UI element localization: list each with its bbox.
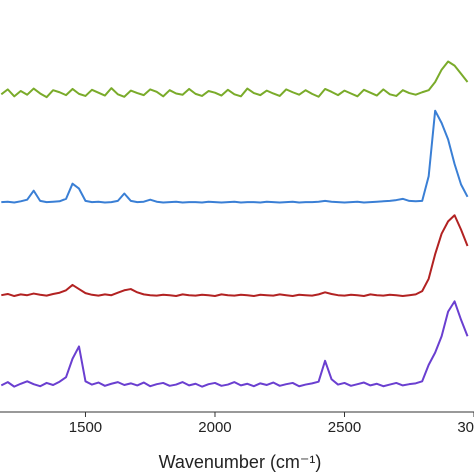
spectrum-line (1, 214, 469, 298)
x-tick-label: 3000 (457, 419, 474, 436)
x-axis-label: Wavenumber (cm⁻¹) (159, 452, 322, 472)
x-tick-label: 2500 (328, 419, 361, 436)
spectrum-line (0, 300, 469, 388)
x-tick-label: 2000 (198, 419, 231, 436)
spectrum-line (0, 60, 469, 99)
spectrum-line (1, 109, 469, 204)
x-tick-label: 1500 (69, 419, 102, 436)
